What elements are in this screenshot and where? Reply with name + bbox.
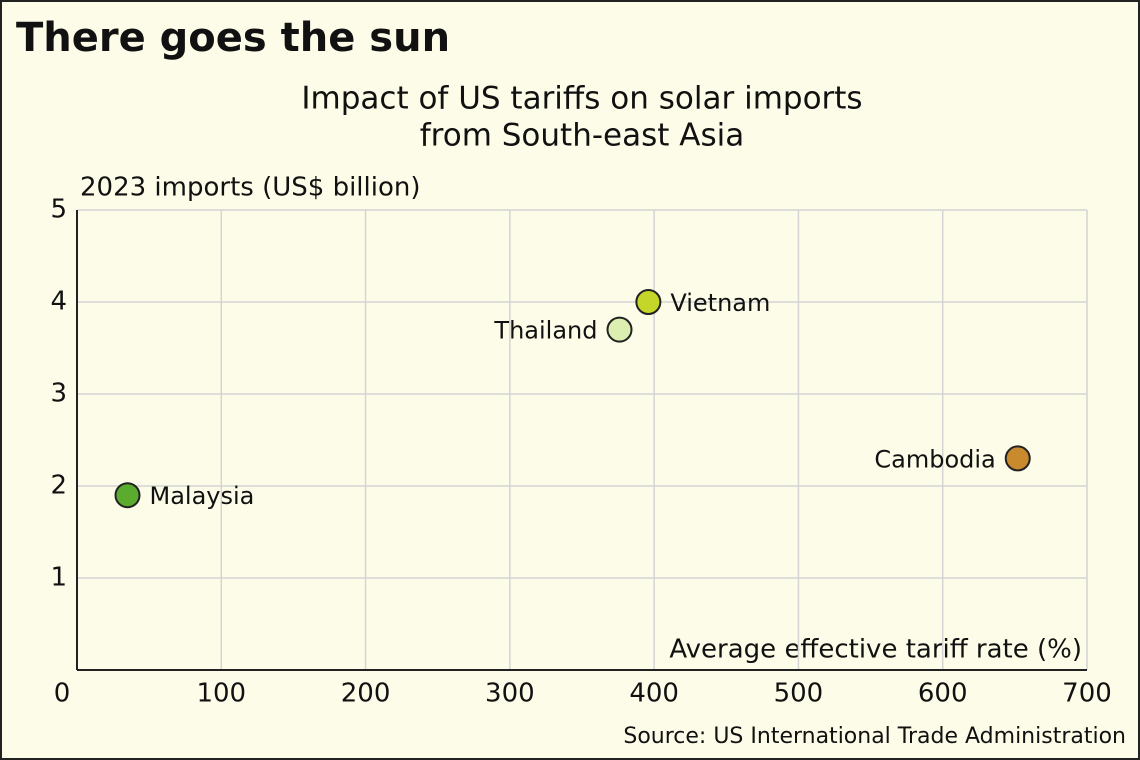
point-label: Vietnam	[670, 289, 770, 317]
x-axis-label: Average effective tariff rate (%)	[669, 635, 1082, 665]
y-tick-label: 5	[50, 195, 67, 225]
x-tick-label: 300	[485, 679, 535, 709]
x-tick-label: 600	[918, 679, 968, 709]
x-tick-label: 400	[629, 679, 679, 709]
x-tick-label: 0	[54, 679, 71, 709]
point	[635, 289, 662, 315]
y-tick-label: 3	[50, 379, 67, 409]
point	[114, 482, 141, 509]
point-label: Thailand	[493, 317, 597, 345]
point-label: Cambodia	[874, 445, 995, 473]
x-tick-label: 700	[1062, 679, 1112, 709]
y-tick-label: 2	[50, 471, 67, 501]
point	[606, 316, 633, 343]
point	[1004, 445, 1031, 472]
point-label: Malaysia	[150, 482, 255, 510]
x-tick-label: 500	[774, 679, 824, 709]
source: Source: US International Trade Administr…	[623, 724, 1126, 749]
y-tick-label: 1	[50, 563, 67, 593]
subtitle: Impact of US tariffs on solar imports	[301, 81, 862, 117]
y-axis-label: 2023 imports (US$ billion)	[80, 173, 421, 203]
y-tick-label: 4	[50, 287, 67, 317]
x-tick-label: 100	[196, 679, 246, 709]
x-tick-label: 200	[341, 679, 391, 709]
subtitle: from South-east Asia	[420, 118, 744, 154]
chart-title: There goes the sun	[16, 15, 450, 61]
